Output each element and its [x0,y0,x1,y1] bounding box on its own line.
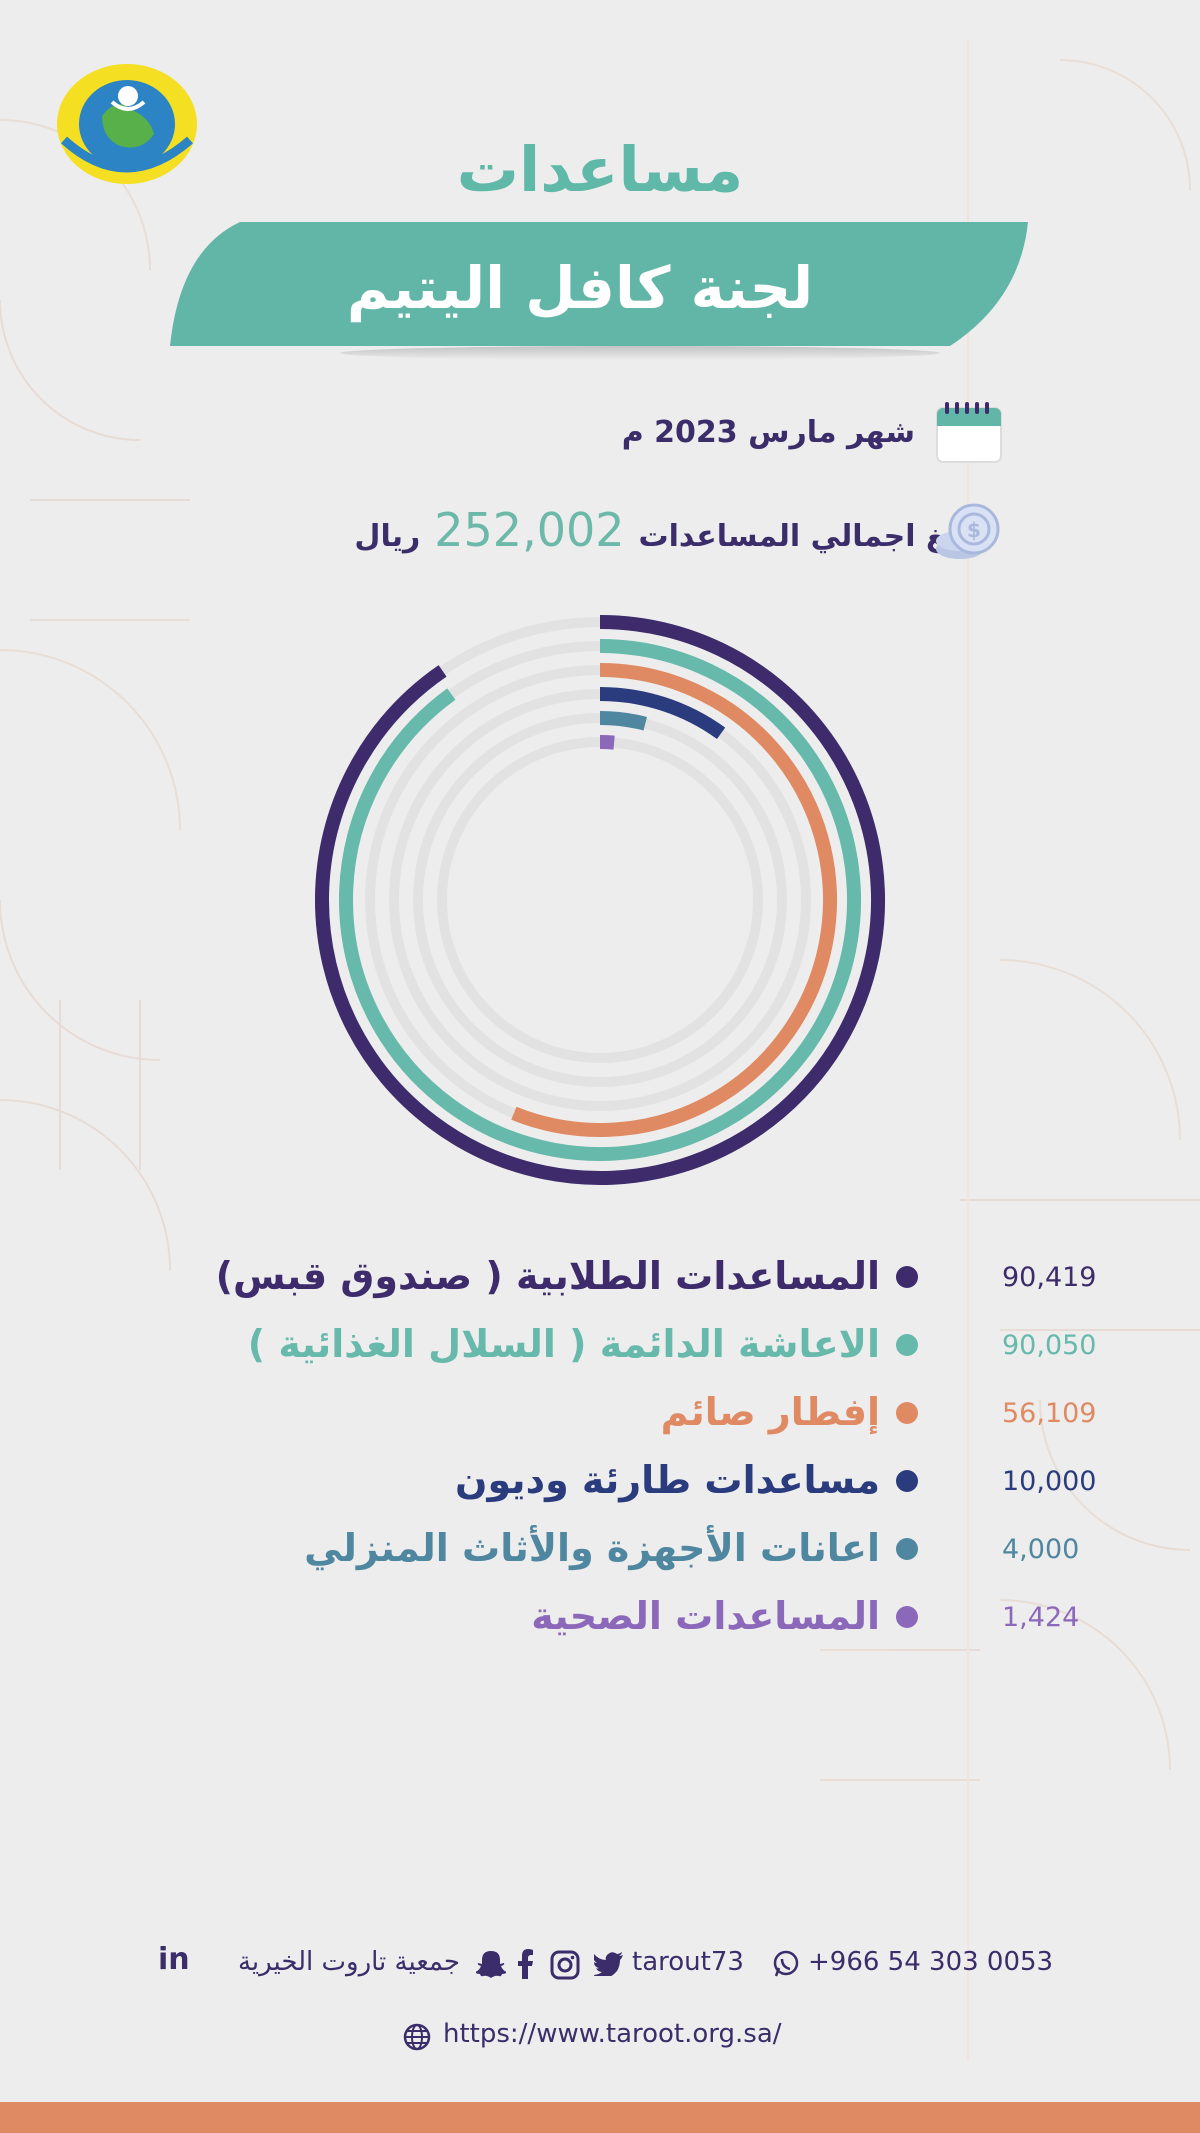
whatsapp-icon[interactable] [772,1950,800,1978]
radial-bar-chart [315,615,885,1185]
chart-track [437,737,763,1063]
legend-item: المساعدات الصحية 1,424 [250,1588,1130,1656]
chart-bar-4 [599,687,726,740]
phone-number[interactable]: +966 54 303 0053 [808,1947,1054,1977]
legend-label: مساعدات طارئة وديون [455,1458,880,1502]
legend-dot [896,1334,918,1356]
twitter-icon[interactable] [594,1952,624,1976]
legend-label: المساعدات الصحية [531,1594,880,1638]
legend-item: المساعدات الطلابية ( صندوق قبس) 90,419 [216,1248,1130,1316]
legend-dot [896,1266,918,1288]
svg-text:$: $ [967,518,981,542]
legend-dot [896,1402,918,1424]
globe-icon [403,2023,431,2051]
legend-label: الاعاشة الدائمة ( السلال الغذائية ) [247,1322,880,1366]
instagram-icon[interactable] [550,1950,580,1980]
coins-icon: $ [936,503,1000,559]
legend-dot [896,1606,918,1628]
legend-dot [896,1538,918,1560]
legend-value: 90,050 [1002,1330,1097,1361]
facebook-icon[interactable] [516,1949,534,1979]
snapchat-icon[interactable] [476,1949,506,1979]
legend-item: إفطار صائم 56,109 [250,1384,1130,1452]
legend-label: اعانات الأجهزة والأثاث المنزلي [304,1526,880,1570]
legend-label: المساعدات الطلابية ( صندوق قبس) [215,1254,880,1298]
legend-value: 1,424 [1002,1602,1080,1633]
chart-bar-5 [599,711,648,731]
legend-value: 10,000 [1002,1466,1097,1497]
legend-value: 4,000 [1002,1534,1080,1565]
chart-bar-6 [599,735,615,750]
chart-bar-1 [315,615,885,1185]
legend-item: الاعاشة الدائمة ( السلال الغذائية ) 90,0… [247,1316,1130,1384]
linkedin-icon[interactable]: in [158,1942,190,1977]
legend-value: 56,109 [1002,1398,1097,1429]
chart-bar-3 [511,663,837,1137]
charity-logo [57,64,197,184]
chart-track [413,713,787,1087]
month-label: شهر مارس 2023 م [621,415,915,450]
chart-track [389,689,811,1111]
org-name: جمعية تاروت الخيرية [237,1947,460,1977]
chart-bar-2 [339,639,861,1161]
calendar-icon [936,402,1002,463]
total-prefix: بلغ اجمالي المساعدات [638,519,971,554]
footer-contacts: +966 54 303 0053 tarout73 جمعية تاروت ال… [0,1940,1200,1990]
total-amount: 252,002 [434,503,625,557]
legend-value: 90,419 [1002,1262,1097,1293]
bottom-bar [0,2102,1200,2133]
page-title: مساعدات [456,133,744,206]
legend-item: مساعدات طارئة وديون 10,000 [250,1452,1130,1520]
legend-item: اعانات الأجهزة والأثاث المنزلي 4,000 [250,1520,1130,1588]
footer-website: https://www.taroot.org.sa/ [0,2012,1200,2062]
legend-label: إفطار صائم [660,1390,880,1434]
title-banner [170,222,1028,360]
social-handle[interactable]: tarout73 [632,1947,744,1977]
total-row: بلغ اجمالي المساعدات 252,002 ريال [354,500,970,567]
chart-legend: المساعدات الطلابية ( صندوق قبس) 90,419 ا… [216,1248,1130,1656]
website-link[interactable]: https://www.taroot.org.sa/ [443,2019,782,2049]
legend-dot [896,1470,918,1492]
total-currency: ريال [354,519,421,554]
page-subtitle: لجنة كافل اليتيم [346,254,814,322]
